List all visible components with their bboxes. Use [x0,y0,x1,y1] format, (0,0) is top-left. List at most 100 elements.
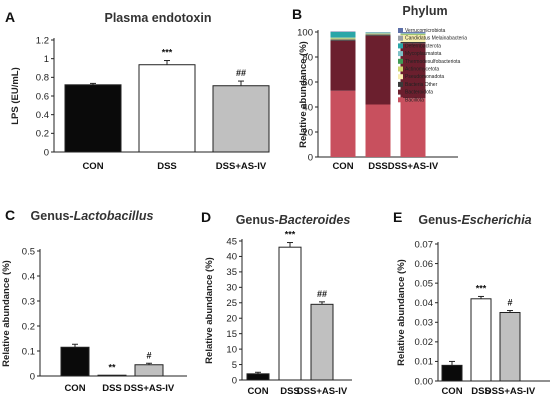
panel-a-category-label: DSS+AS-IV [216,161,267,172]
panel-b-ytick-label: 40 [302,102,313,113]
panel-b-legend-swatch [398,97,403,103]
panel-b-title: Phylum [402,4,447,18]
panel-c-ytick-label: 0.3 [22,296,35,307]
panel-d-category-label: CON [247,386,268,397]
panel-d-significance: *** [285,230,296,240]
panel-b-category-label: DSS+AS-IV [388,161,439,172]
panel-b-legend-swatch [398,66,403,72]
panel-b-legend-swatch [398,43,403,49]
panel-a-ytick-label: 0.8 [36,73,49,84]
panel-c-ytick-label: 0.1 [22,346,35,357]
panel-c-title-genus: Lactobacillus [74,209,154,223]
panel-b-stack-segment [330,39,356,41]
panel-e-title-prefix: Genus- [418,213,461,227]
panel-b-stack-segment [365,35,391,105]
panel-b-legend-entry: Actinomycetota [405,67,439,73]
panel-b-legend-swatch [398,28,403,33]
panel-b-ytick-label: 80 [302,52,313,63]
panel-d-bar [310,303,334,381]
panel-b-stack-segment [330,38,356,40]
panel-b-legend-entry: Bacteria Other [405,82,438,88]
panel-b-legend-entry: Mycoplasmatota [405,51,442,57]
panel-e-ytick-label: 0.07 [415,239,434,250]
panel-c-significance: ** [108,363,116,373]
panel-b-stack-segment [365,34,391,36]
panel-e-ytick-label: 0.02 [415,337,434,348]
panel-e-ytick-label: 0.04 [415,298,434,309]
panel-a-bar [64,84,122,153]
panel-a-ytick-label: 0.6 [36,91,49,102]
panel-b-legend-swatch [398,89,403,95]
panel-a-ytick-label: 1 [44,54,49,65]
panel-e-ytick-label: 0.05 [415,278,434,289]
panel-c-ytick-label: 0 [30,371,35,382]
panel-c-significance: # [146,350,151,360]
panel-a-bar [138,64,196,153]
panel-d-ytick-label: 0 [232,375,237,386]
panel-d-title-prefix: Genus- [236,213,279,227]
panel-b-ytick-label: 60 [302,77,313,88]
panel-e-title: Genus-Escherichia [418,213,531,227]
panel-b-letter: B [292,6,302,22]
panel-a-category-label: CON [82,161,103,172]
panel-e-bar [441,364,463,382]
panel-d-y-label: Relative abundance (%) [204,257,215,364]
panel-b-stack-segment [365,33,391,35]
panel-c-ytick-label: 0.5 [22,246,35,257]
panel-c-letter: C [5,207,15,223]
panel-d-ytick-label: 30 [226,283,237,294]
panel-b-stack-segment [400,42,426,44]
panel-d-category-label: DSS [280,386,300,397]
panel-d-ytick-label: 40 [226,252,237,263]
panel-a-letter: A [5,9,15,25]
panel-b-legend-entry: Bacillota [405,97,424,103]
panel-d-ytick-label: 10 [226,344,237,355]
panel-c-ytick-label: 0.2 [22,321,35,332]
panel-b-stack-segment [400,34,426,36]
panel-c-title: Genus-Lactobacillus [31,209,154,223]
panel-c-bar [60,346,90,377]
panel-a-ytick-label: 1.2 [36,35,49,46]
panel-d-bar [278,246,302,381]
panel-d-ytick-label: 35 [226,267,237,278]
panel-d-ytick-label: 5 [232,360,237,371]
panel-b-stack-segment [400,32,426,33]
panel-b-legend-swatch [398,35,403,41]
panel-b-stack-segment [400,35,426,42]
panel-d-ytick-label: 20 [226,314,237,325]
panel-b-stack-segment [400,98,426,157]
panel-d-ytick-label: 45 [226,236,237,247]
panel-c-bar [134,364,164,377]
panel-b-stack-segment [330,37,356,38]
panel-a-ytick-label: 0.2 [36,129,49,140]
panel-d-letter: D [201,209,211,225]
panel-e-title-genus: Escherichia [461,213,531,227]
panel-b-legend-entry: Candidatus Melainabacteria [405,36,467,42]
panel-b-stack-segment [330,90,356,157]
panel-a-ytick-label: 0 [44,147,49,158]
panel-b-category-label: DSS [368,161,388,172]
panel-b-stack-segment [365,104,391,157]
panel-b-stack-segment [400,43,426,99]
panel-b-stack-segment [400,32,426,34]
panel-b-stack-segment [365,32,391,34]
panel-e-significance: *** [476,283,487,293]
panel-e-ytick-label: 0.06 [415,259,434,270]
panel-b-legend-entry: Deferribacterota [405,43,441,49]
panel-b-legend-entry: Pseudomonadota [405,74,444,80]
panel-c-category-label: DSS+AS-IV [124,383,175,394]
panel-b-ytick-label: 0 [308,152,313,163]
panel-c-category-label: DSS [102,383,122,394]
panel-e-ytick-label: 0.00 [415,376,434,387]
panel-a-bar [212,85,270,153]
panel-a-ytick-label: 0.4 [36,110,49,121]
panel-e-bar [470,298,492,382]
panel-c-ytick-label: 0.4 [22,271,35,282]
panel-a-y-label: LPS (EU/mL) [10,67,21,125]
panel-d-title-genus: Bacteroides [279,213,351,227]
panel-b-ytick-label: 100 [297,27,313,38]
panel-b-stack-segment [330,40,356,91]
panel-e-category-label: DSS [471,386,491,397]
panel-e-category-label: DSS+AS-IV [485,386,536,397]
